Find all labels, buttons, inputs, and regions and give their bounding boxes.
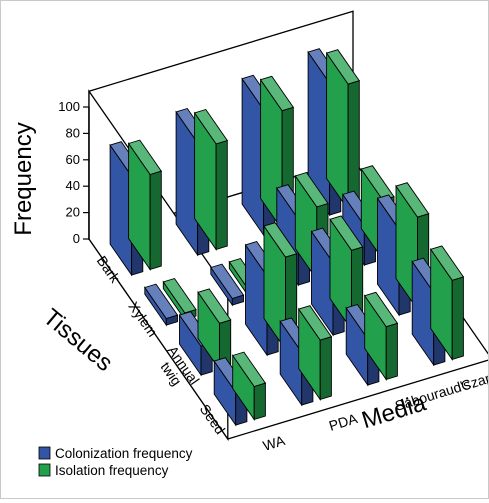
- bar-face: [348, 81, 359, 210]
- y-tick-label: 100: [58, 99, 80, 114]
- media-tick-label: WA: [261, 432, 287, 454]
- legend-swatch: [39, 447, 50, 459]
- y-tick-label: 80: [66, 125, 80, 140]
- legend-label: Colonization frequency: [55, 446, 193, 461]
- bar-isolation: [327, 50, 360, 210]
- media-tick-label: PDA: [327, 410, 360, 434]
- y-axis: 0 20 40 60 80 100: [58, 99, 89, 246]
- bar-face: [150, 171, 161, 269]
- legend-swatch: [39, 464, 50, 476]
- y-tick-label: 0: [73, 231, 80, 246]
- bar-face: [320, 337, 331, 400]
- bar-face: [386, 323, 397, 379]
- bar-face: [216, 141, 227, 250]
- y-axis-title: Frequency: [10, 122, 37, 235]
- legend-label: Isolation frequency: [55, 463, 169, 478]
- legend: Colonization frequency Isolation frequenc…: [39, 446, 193, 478]
- y-tick-label: 40: [66, 178, 80, 193]
- y-tick-label: 20: [66, 205, 80, 220]
- y-tick-label: 60: [66, 152, 80, 167]
- z-axis-title: Tissues: [38, 304, 118, 377]
- bar-face: [254, 383, 265, 419]
- bar-face: [452, 277, 463, 360]
